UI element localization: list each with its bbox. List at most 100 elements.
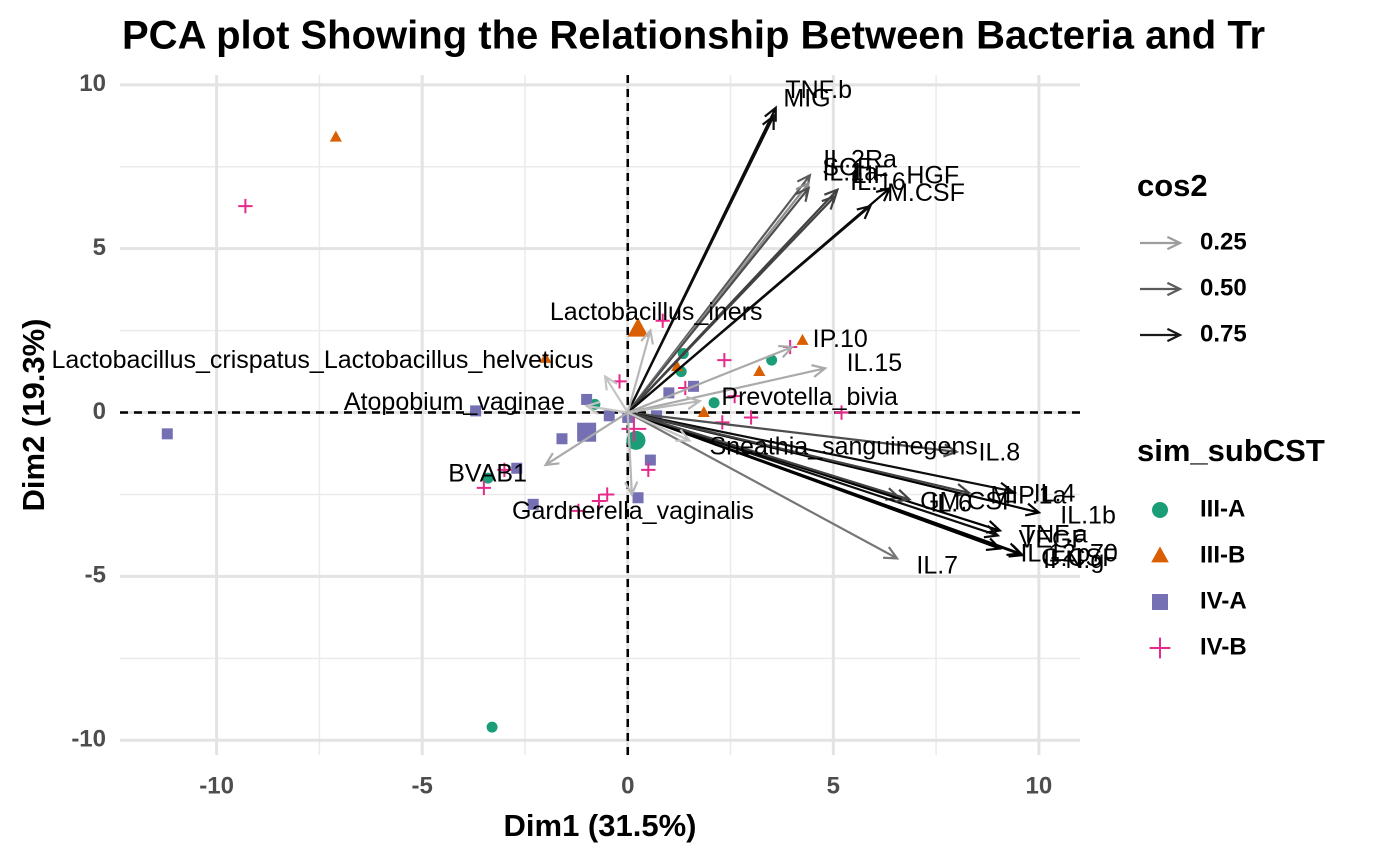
point [556,433,568,445]
variable-label: IL.8 [979,439,1021,467]
point [238,198,253,214]
y-tick-label: 0 [93,398,106,425]
y-tick-label: -10 [71,726,106,753]
variable-label: VEGF [1019,526,1087,554]
point [539,351,552,363]
x-tick-label: 5 [827,772,840,799]
legend-arrow [1140,235,1183,251]
variable-label: Gardnerella_vaginalis [512,497,754,525]
y-axis-title: Dim2 (19.3%) [16,319,51,512]
point [717,352,732,368]
point [470,405,482,417]
point [663,387,675,399]
arrow [624,412,639,497]
variable-label: LIF [853,161,889,189]
chart-title: PCA plot Showing the Relationship Betwee… [122,14,1265,58]
y-tick-label: -5 [85,562,106,589]
point [632,492,644,504]
point [497,462,512,478]
x-tick-label: -5 [412,772,433,799]
point [644,454,656,466]
point [641,462,656,478]
variable-label: Prevotella_bivia [721,383,898,411]
arrow [627,411,912,503]
point [591,493,607,509]
point [753,364,766,376]
legend-symbol [1151,546,1169,563]
point [603,410,615,422]
point [161,428,173,440]
variable-label: IL.6 [930,489,972,517]
point [697,405,710,417]
legend-title: sim_subCST [1137,433,1325,468]
point [511,462,523,474]
arrow [543,411,629,467]
arrow [627,411,1015,496]
x-tick-label: -10 [199,772,234,799]
variable-label: Sneathia_sanguinegens [709,432,977,460]
variable-label: TNF.a [1021,521,1088,549]
x-axis-title: Dim1 (31.5%) [504,808,697,843]
point [621,416,647,442]
point [708,397,720,409]
variable-label: MIP.1a [990,482,1066,510]
point [626,430,646,450]
variable-label: MIG [783,84,830,112]
variable-label: IL.15 [847,349,903,377]
variable-label: BVAB1 [448,459,527,487]
y-tick-label: 5 [93,234,106,261]
variable-label: IL.7 [916,552,958,580]
legend-title: cos2 [1137,168,1208,203]
variable-label: M.CSF [887,179,965,207]
point [571,503,586,519]
legend-symbol [1152,594,1168,610]
arrow [627,411,692,442]
variable-label: IL.4 [1034,479,1076,507]
point [486,721,498,733]
legend-arrow [1140,281,1183,297]
legend-label: 0.25 [1200,228,1247,255]
point [581,393,593,405]
point [527,498,539,510]
x-tick-label: 10 [1026,772,1053,799]
point [655,313,670,328]
arrow [626,194,837,414]
point [743,410,759,425]
variable-label: IFN.g [1043,546,1104,574]
variable-label: Atopobium_vaginae [344,388,565,416]
arrow [627,395,703,414]
variable-label: G.CSF [1041,544,1117,572]
arrow [627,411,972,497]
arrow [603,374,629,414]
variable-label: HGF [906,161,959,189]
arrow [627,204,873,414]
point [329,130,342,142]
variable-label: IL.1b [1060,501,1116,529]
point [727,389,742,404]
point [476,480,492,496]
legend-label: III-B [1200,541,1245,568]
legend-symbol [1149,637,1171,659]
variable-label: Lactobacillus_crispatus_Lactobacillus_he… [51,346,593,374]
arrow [584,400,628,415]
x-tick-label: 0 [621,772,634,799]
legend-symbol [1152,502,1168,518]
arrow [627,411,900,560]
legend-label: 0.50 [1200,274,1247,301]
point [834,405,849,420]
variable-label: IP.10 [813,325,868,353]
legend-arrow [1140,327,1183,343]
legend-label: IV-B [1200,633,1247,660]
variable-label: IL.1a [822,159,878,187]
legend-label: 0.75 [1200,320,1247,347]
point [600,487,615,502]
legend-label: III-A [1200,495,1245,522]
arrow [627,344,795,414]
y-tick-label: 10 [79,70,106,97]
arrow [627,411,1003,552]
arrow [627,364,828,414]
variable-label: IL.12p70 [1020,539,1117,567]
variable-label: Lactobacillus_iners [550,298,763,326]
variable-label: IL.2Ra [823,146,897,174]
arrow [626,186,811,414]
